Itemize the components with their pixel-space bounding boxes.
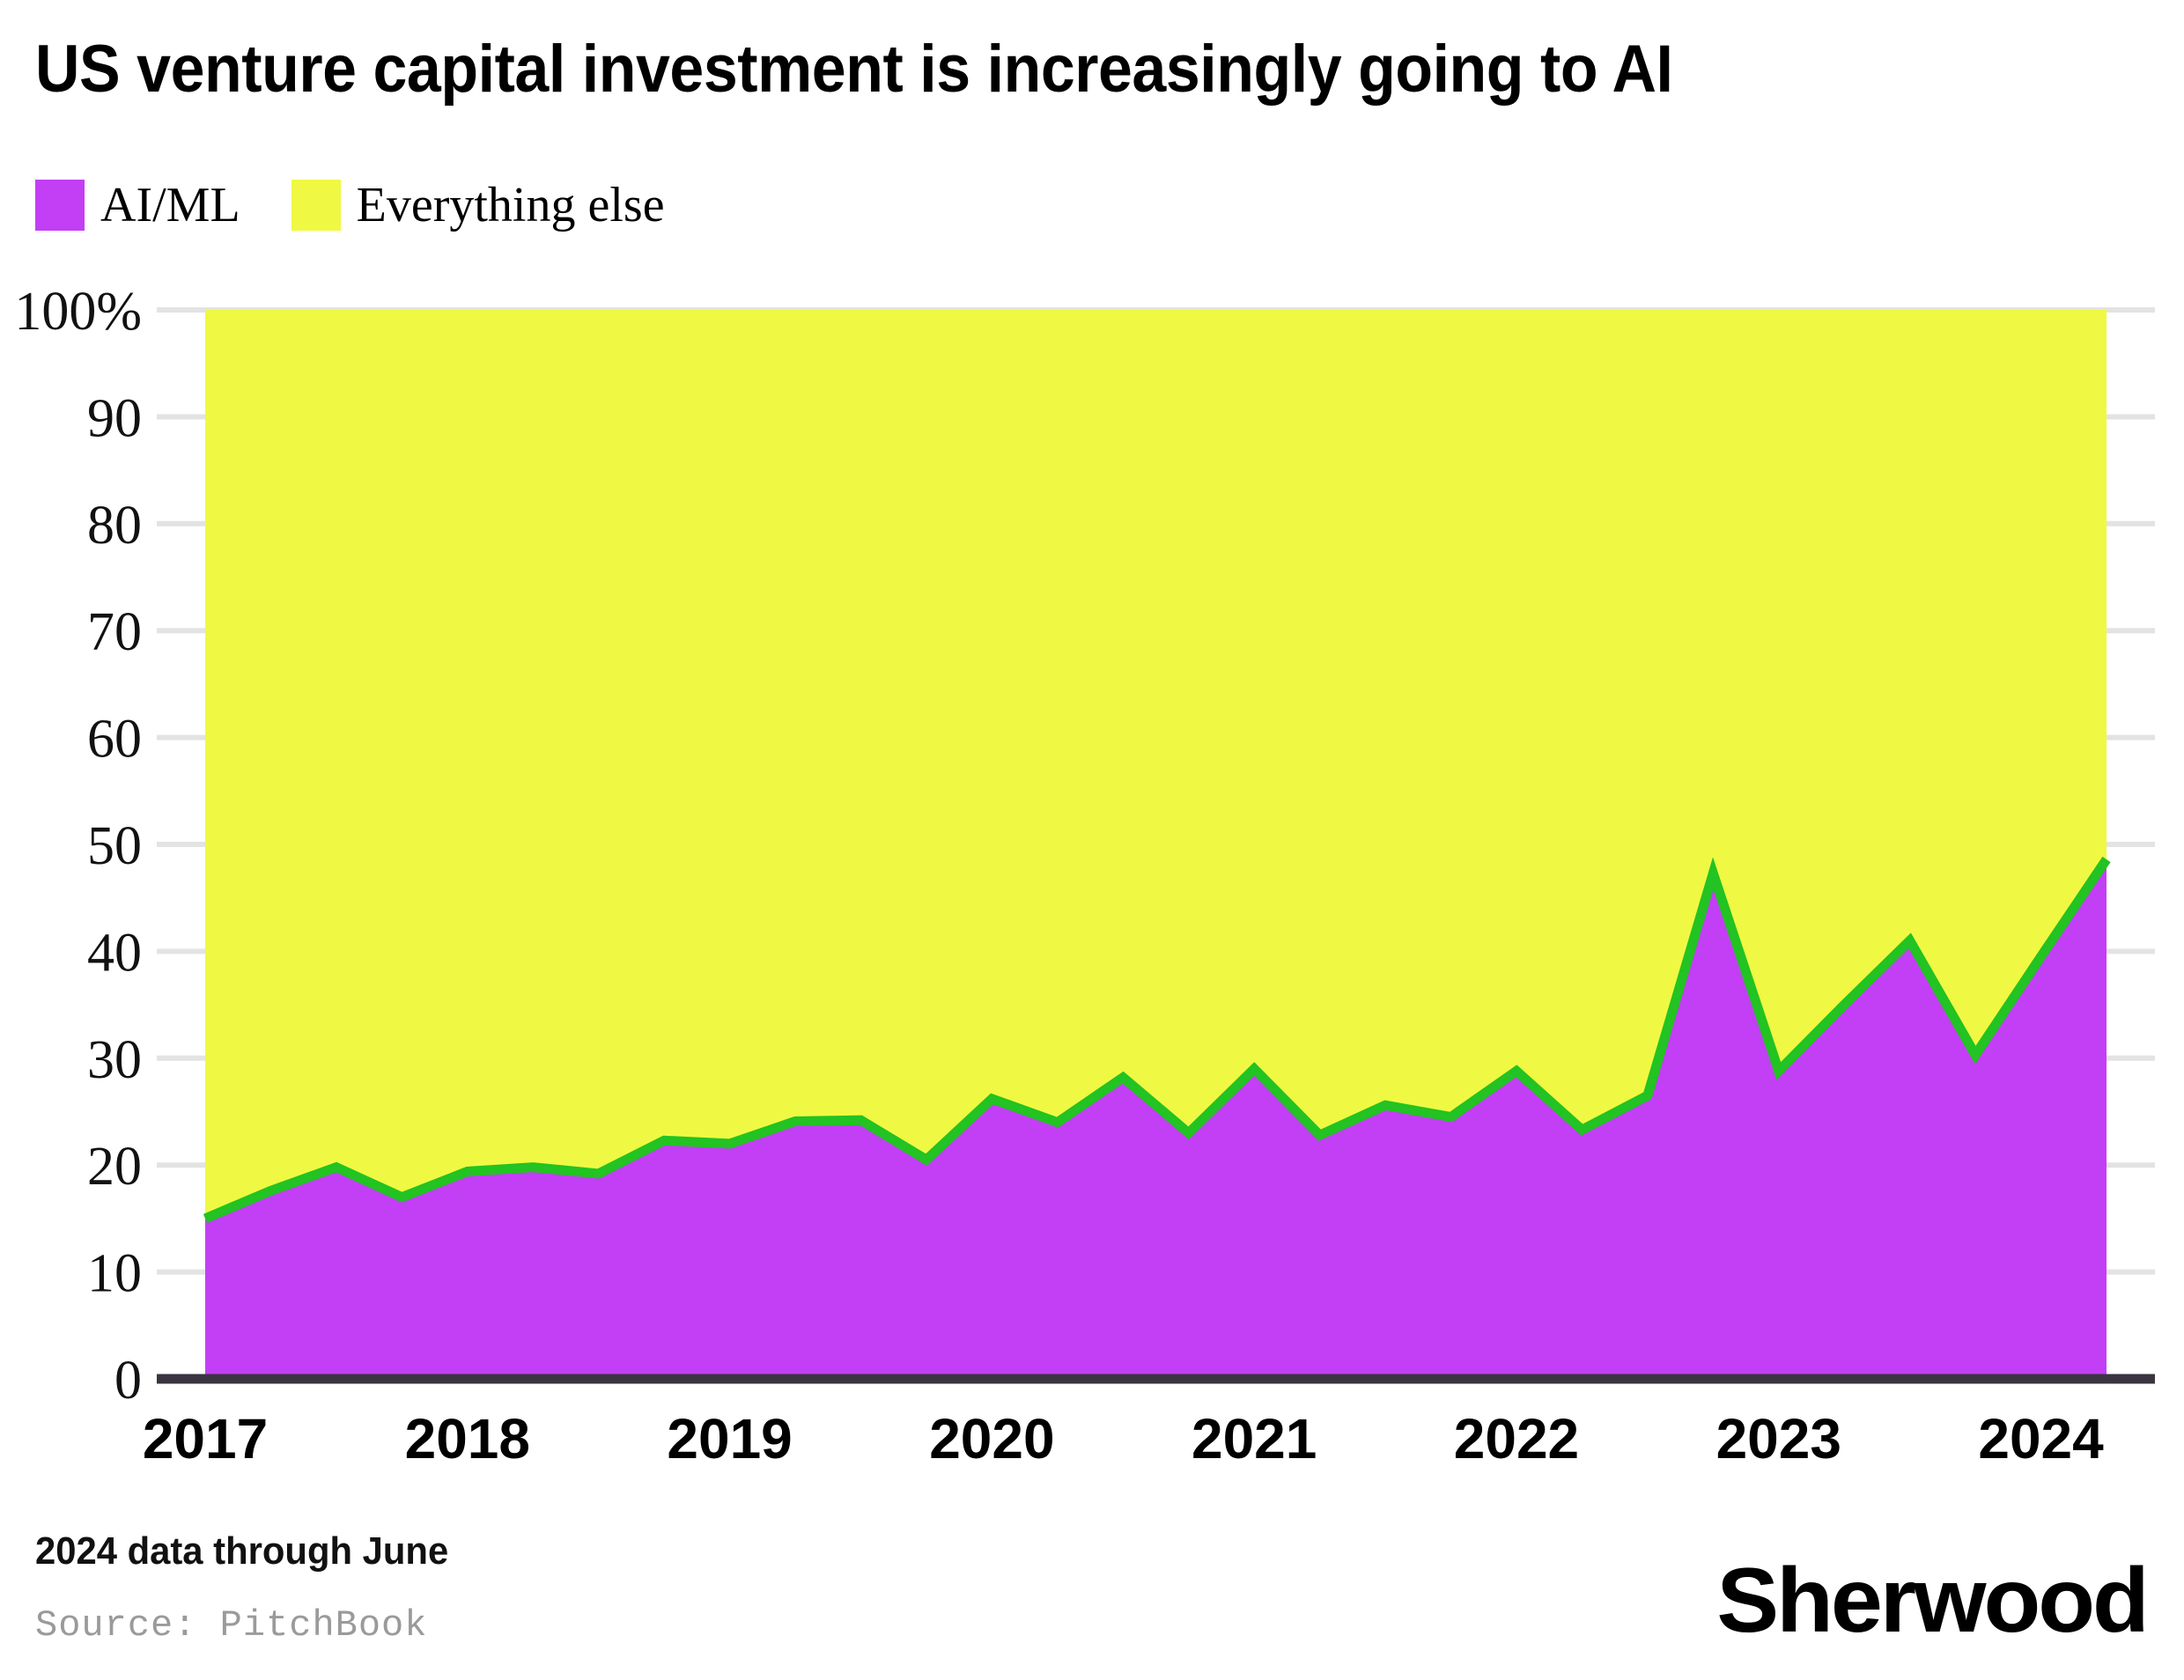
y-tick-label: 50 [87, 816, 142, 876]
area-ai-ml [205, 858, 2107, 1379]
legend-swatch-ai-ml [35, 180, 85, 231]
legend-item-ai-ml[interactable]: AI/ML [35, 180, 240, 231]
sherwood-logo: Sherwood [1716, 1550, 2150, 1652]
y-tick-label: 80 [87, 496, 142, 556]
x-tick-label: 2020 [929, 1407, 1054, 1470]
x-tick-label: 2022 [1454, 1407, 1579, 1470]
y-tick-label: 90 [87, 388, 142, 448]
chart-legend: AI/ML Everything else [35, 174, 665, 236]
y-tick-label: 30 [87, 1030, 142, 1090]
stacked-area-chart: 0 10 20 30 40 50 60 70 80 90 100% 2017 2018 2019 2020… [14, 282, 2155, 1470]
x-tick-label: 2019 [667, 1407, 792, 1470]
chart-footnote: 2024 data through June [35, 1529, 449, 1573]
y-tick-label: 0 [114, 1351, 142, 1411]
chart-y-axis-ticks: 0 10 20 30 40 50 60 70 80 90 100% [14, 282, 142, 1411]
y-tick-label: 10 [87, 1244, 142, 1304]
ai-ml-boundary-line [203, 856, 2111, 1223]
x-tick-label: 2021 [1192, 1407, 1317, 1470]
chart-area: 0 10 20 30 40 50 60 70 80 90 100% 2017 2018 2019 2020… [0, 264, 2184, 1479]
y-tick-label: 70 [87, 602, 142, 662]
y-tick-label: 40 [87, 923, 142, 983]
chart-series-areas [205, 310, 2107, 1379]
legend-item-everything-else[interactable]: Everything else [291, 180, 665, 231]
y-tick-label: 100% [14, 282, 142, 342]
chart-x-axis-ticks: 2017 2018 2019 2020 2021 2022 2023 2024 [143, 1407, 2104, 1470]
legend-swatch-everything-else [291, 180, 341, 231]
legend-label-everything-else: Everything else [356, 178, 665, 232]
x-tick-label: 2017 [143, 1407, 268, 1470]
y-tick-label: 20 [87, 1137, 142, 1197]
page-title: US venture capital investment is increas… [35, 32, 1673, 107]
x-tick-label: 2018 [405, 1407, 530, 1470]
chart-source: Source: PitchBook [35, 1604, 428, 1647]
chart-boundary-line [203, 856, 2111, 1223]
x-tick-label: 2023 [1716, 1407, 1841, 1470]
x-tick-label: 2024 [1978, 1407, 2104, 1470]
y-tick-label: 60 [87, 710, 142, 770]
legend-label-ai-ml: AI/ML [100, 178, 240, 232]
